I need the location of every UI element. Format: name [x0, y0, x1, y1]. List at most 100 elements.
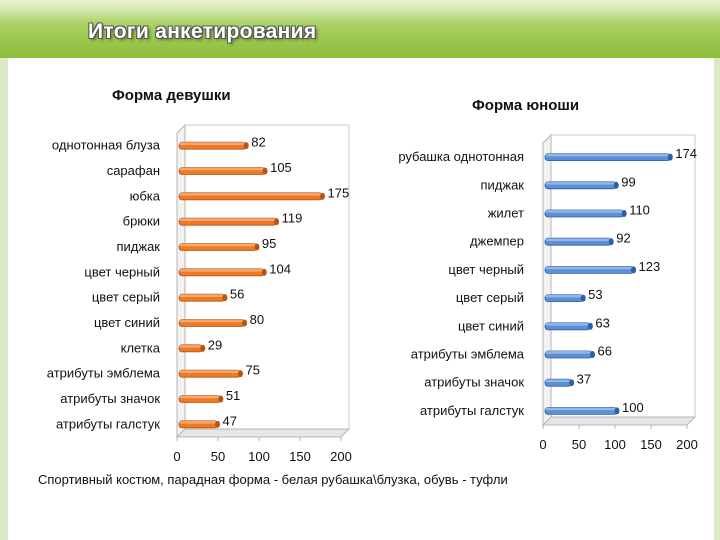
boys-tick-label: 50 — [572, 437, 586, 452]
girls-bar-cap — [242, 319, 248, 327]
boys-bar-highlight — [545, 407, 617, 411]
girls-tick-label: 150 — [289, 449, 311, 464]
girls-value-label: 51 — [226, 388, 240, 403]
footnote: Спортивный костюм, парадная форма - бела… — [38, 472, 508, 487]
girls-tick-label: 100 — [248, 449, 270, 464]
boys-value-label: 99 — [621, 174, 635, 189]
boys-value-label: 63 — [595, 315, 609, 330]
header-gloss — [0, 0, 720, 22]
boys-bar-cap — [580, 294, 586, 302]
slide-title: Итоги анкетирования — [88, 20, 317, 43]
boys-category-label: атрибуты галстук — [420, 403, 524, 418]
frame-right — [714, 58, 720, 540]
girls-bar-cap — [200, 344, 206, 352]
girls-category-label: юбка — [130, 188, 161, 203]
girls-value-label: 95 — [262, 236, 276, 251]
boys-bar-highlight — [545, 294, 584, 298]
boys-floor — [541, 416, 697, 426]
girls-bar-highlight — [179, 218, 277, 221]
boys-category-label: атрибуты эмблема — [411, 347, 525, 362]
boys-bar-cap — [667, 153, 673, 161]
girls-bar-cap — [261, 268, 267, 276]
girls-bar-cap — [320, 192, 325, 200]
boys-tick-label: 0 — [539, 437, 546, 452]
boys-bar-highlight — [545, 153, 671, 157]
girls-bar-highlight — [179, 319, 245, 323]
girls-tick-label: 50 — [211, 449, 225, 464]
girls-value-label: 80 — [250, 312, 264, 327]
girls-floor — [175, 428, 351, 438]
girls-bar-highlight — [179, 192, 323, 196]
girls-bar-highlight — [179, 268, 265, 272]
boys-bar-highlight — [545, 238, 612, 241]
boys-bar-highlight — [545, 181, 617, 185]
girls-bar-highlight — [179, 420, 218, 424]
girls-category-label: пиджак — [116, 239, 160, 254]
girls-category-label: сарафан — [107, 163, 160, 178]
girls-bar-cap — [254, 243, 260, 251]
girls-category-label: цвет черный — [84, 264, 160, 279]
boys-value-label: 174 — [675, 146, 697, 161]
girls-category-label: цвет серый — [92, 290, 160, 305]
girls-category-label: атрибуты значок — [60, 391, 160, 406]
boys-bar-cap — [590, 351, 596, 358]
girls-tick-label: 0 — [173, 449, 180, 464]
boys-bar-highlight — [545, 266, 634, 270]
girls-bar-cap — [243, 142, 249, 150]
girls-value-label: 56 — [230, 287, 244, 302]
boys-bar-highlight — [545, 379, 572, 382]
boys-category-label: цвет синий — [458, 318, 524, 333]
girls-value-label: 82 — [251, 135, 265, 150]
boys-category-label: жилет — [488, 206, 524, 221]
boys-tick-label: 100 — [604, 437, 626, 452]
boys-category-label: цвет черный — [448, 262, 524, 277]
girls-tick-label: 200 — [330, 449, 352, 464]
boys-value-label: 110 — [629, 203, 650, 218]
girls-bar-cap — [222, 294, 228, 302]
girls-category-label: цвет синий — [94, 315, 160, 330]
girls-value-label: 119 — [282, 211, 303, 226]
boys-category-label: цвет серый — [456, 290, 524, 305]
girls-category-label: атрибуты эмблема — [47, 366, 161, 381]
boys-bar-highlight — [545, 351, 593, 354]
girls-value-label: 105 — [270, 160, 292, 175]
girls-bar-highlight — [179, 294, 225, 297]
boys-value-label: 100 — [622, 400, 644, 415]
boys-bar-cap — [569, 379, 575, 387]
boys-bar-cap — [608, 238, 614, 246]
frame-left — [0, 58, 8, 540]
girls-category-label: брюки — [123, 214, 160, 229]
girls-bar-highlight — [179, 243, 257, 247]
girls-bar-cap — [238, 370, 243, 378]
boys-bar-cap — [631, 266, 637, 274]
boys-category-label: пиджак — [480, 177, 524, 192]
boys-category-label: рубашка однотонная — [398, 149, 524, 164]
girls-category-label: атрибуты галстук — [56, 416, 160, 431]
header-band — [0, 0, 720, 58]
boys-chart-title: Форма юноши — [472, 97, 579, 114]
girls-category-label: однотонная блуза — [52, 138, 161, 153]
boys-value-label: 123 — [639, 259, 661, 274]
girls-value-label: 29 — [208, 337, 222, 352]
boys-value-label: 92 — [616, 231, 630, 246]
girls-bar-highlight — [179, 344, 203, 348]
boys-category-label: атрибуты значок — [424, 375, 524, 390]
girls-bar-highlight — [179, 142, 247, 145]
girls-bar-highlight — [179, 370, 241, 373]
boys-bar-cap — [613, 181, 619, 189]
boys-bar-cap — [621, 210, 627, 217]
girls-bar-cap — [215, 420, 221, 428]
girls-category-label: клетка — [121, 340, 161, 355]
boys-bar-highlight — [545, 210, 625, 213]
boys-bar-highlight — [545, 322, 591, 326]
boys-tick-label: 150 — [640, 437, 662, 452]
girls-chart: Форма девушки однотонная блуза 82 сарафан 10… — [47, 87, 352, 464]
boys-chart: Форма юноши рубашка однотонная 174 пиджак 99… — [398, 97, 698, 452]
girls-value-label: 175 — [328, 185, 350, 200]
girls-bar-highlight — [179, 167, 266, 171]
girls-bar-highlight — [179, 395, 221, 399]
girls-bar-cap — [218, 395, 224, 403]
girls-value-label: 47 — [223, 413, 237, 428]
boys-value-label: 66 — [598, 344, 612, 359]
